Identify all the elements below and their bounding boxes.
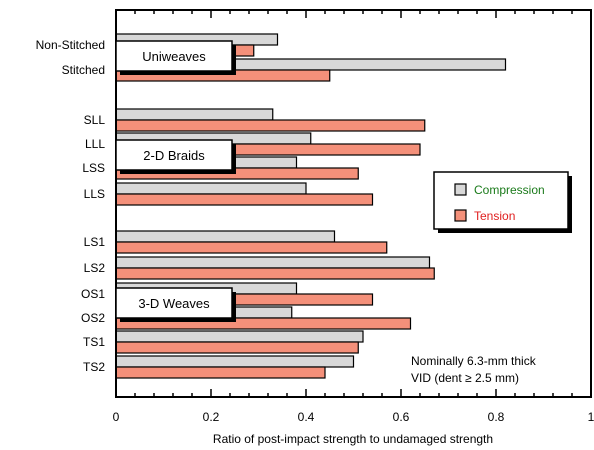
x-axis-ticks (115, 10, 592, 397)
x-tick-label: 0 (113, 410, 120, 424)
legend: Compression Tension (433, 171, 572, 233)
category-label: SLL (84, 113, 106, 127)
legend-swatch-compression (454, 183, 467, 196)
group-label-box (115, 287, 233, 319)
x-axis-tick-labels: 0 0.2 0.4 0.6 0.8 1 (113, 410, 594, 424)
group-label: 3-D Weaves (138, 296, 210, 311)
legend-label-compression: Compression (474, 183, 545, 197)
bar-tension-ts2 (115, 366, 326, 379)
bar-tension-ts1 (115, 341, 359, 354)
x-tick-label: 0.8 (488, 410, 505, 424)
bar-compression-ts1 (115, 330, 364, 343)
x-tick-label: 0.6 (393, 410, 410, 424)
category-label: LSS (82, 161, 105, 175)
category-label: Stitched (62, 63, 105, 77)
bar-compression-ts2 (115, 355, 355, 368)
category-label: OS1 (81, 287, 105, 301)
group-label: 2-D Braids (143, 148, 205, 163)
group-labels: Uniweaves 2-D Braids 3-D Weaves (115, 40, 236, 322)
annotation-line-1: Nominally 6.3-mm thick (411, 354, 537, 368)
category-label: OS2 (81, 311, 105, 325)
category-label: LS1 (84, 235, 106, 249)
annotation-line-2: VID (dent ≥ 2.5 mm) (411, 371, 519, 385)
bar-tension-sll (115, 119, 426, 132)
bar-tension-lls (115, 193, 374, 206)
category-label: LLS (84, 187, 105, 201)
legend-label-tension: Tension (474, 209, 515, 223)
bar-tension-ls1 (115, 241, 388, 254)
x-tick-label: 1 (588, 410, 594, 424)
category-label: LS2 (84, 261, 106, 275)
bar-compression-ls2 (115, 256, 431, 269)
bar-compression-lls (115, 182, 307, 195)
plot-frame (115, 9, 592, 398)
category-label: Non-Stitched (36, 38, 105, 52)
category-labels: Non-Stitched Stitched SLL LLL LSS LLS LS1 LS2 OS… (36, 38, 106, 374)
bar-compression-ls1 (115, 230, 336, 243)
group-label-box (115, 139, 233, 171)
x-tick-label: 0.2 (203, 410, 220, 424)
annotation: Nominally 6.3-mm thick VID (dent ≥ 2.5 m… (411, 354, 537, 385)
group-label-box (115, 40, 233, 72)
group-label: Uniweaves (142, 49, 206, 64)
category-label: TS2 (83, 360, 105, 374)
x-tick-label: 0.4 (298, 410, 315, 424)
bar-compression-sll (115, 108, 274, 121)
category-label: LLL (85, 137, 105, 151)
x-axis-title: Ratio of post-impact strength to undamag… (213, 432, 493, 446)
category-label: TS1 (83, 335, 105, 349)
legend-swatch-tension (454, 209, 467, 222)
bar-tension-ls2 (115, 267, 435, 280)
